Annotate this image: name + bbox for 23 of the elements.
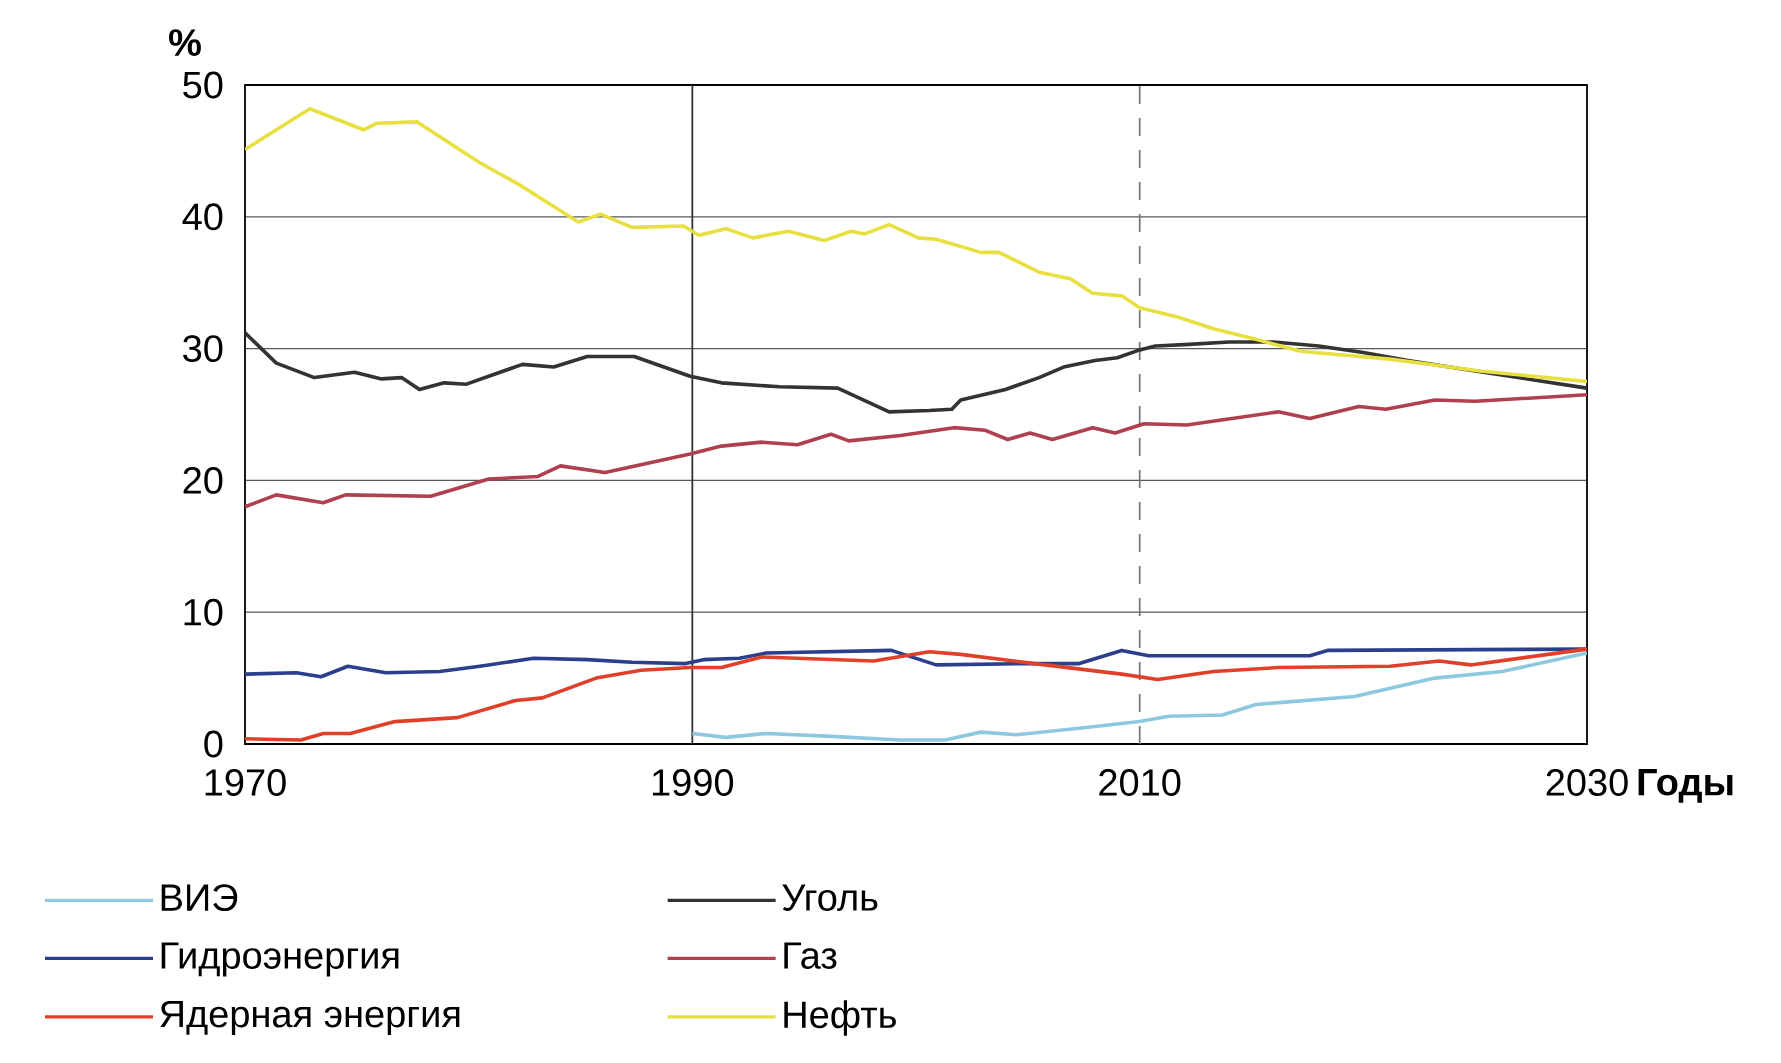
legend-label: Гидроэнергия: [161, 942, 399, 977]
y-tick-label: 20: [183, 466, 223, 494]
y-axis-title: %: [169, 29, 201, 56]
legend-label: Газ: [784, 942, 837, 969]
line-series: [245, 647, 1588, 742]
legend-label: Уголь: [782, 884, 878, 911]
x-tick-label: 2010: [1099, 769, 1181, 796]
y-tick-label: 10: [184, 598, 223, 626]
y-tick-label: 40: [182, 203, 223, 231]
y-tick-label: 30: [183, 335, 223, 363]
line-series: [245, 392, 1588, 509]
line-series: [245, 106, 1588, 384]
legend-label: ВИЭ: [161, 884, 238, 912]
line-series: [245, 647, 1588, 679]
y-tick-label: 0: [204, 730, 223, 758]
x-tick-label: 1970: [205, 769, 286, 796]
legend-label: Ядерная энергия: [160, 1000, 460, 1035]
x-tick-label: 2030: [1546, 769, 1628, 796]
legend-label: Нефть: [784, 1000, 896, 1036]
x-tick-label: 1990: [652, 769, 734, 796]
x-axis-title: Годы: [1638, 769, 1733, 803]
y-tick-label: 50: [183, 71, 223, 99]
line-series: [690, 651, 1588, 742]
